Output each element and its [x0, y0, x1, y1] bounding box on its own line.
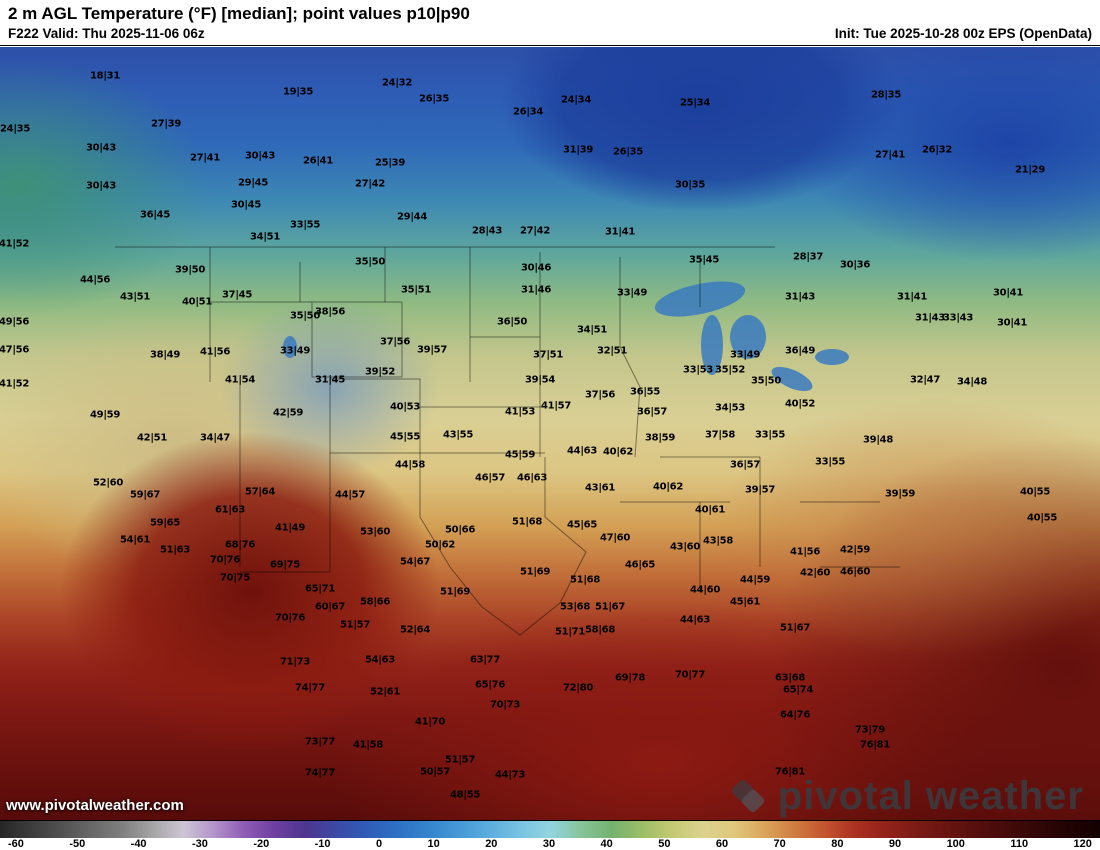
- pivotal-logo-icon: [731, 779, 764, 813]
- brand-watermark: pivotal weather: [728, 776, 1084, 816]
- colorbar-ticks: -60 -50 -40 -30 -20 -10 0 10 20 30 40 50 60 70 80 90 100…: [0, 838, 1100, 850]
- colorbar-tick: -60: [8, 838, 24, 850]
- watermark-url: www.pivotalweather.com: [6, 797, 184, 814]
- colorbar-tick: 110: [1010, 838, 1029, 850]
- header-subrow: F222 Valid: Thu 2025-11-06 06z Init: Tue…: [0, 24, 1100, 43]
- colorbar-tick: 100: [946, 838, 965, 850]
- colorbar-tick: -50: [69, 838, 86, 850]
- colorbar-tick: -20: [253, 838, 270, 850]
- colorbar-tick: 80: [831, 838, 844, 850]
- colorbar-tick: -10: [314, 838, 331, 850]
- colorbar-gradient: [0, 820, 1100, 838]
- colorbar-tick: 30: [542, 838, 556, 850]
- brand-text: pivotal weather: [777, 774, 1084, 818]
- colorbar: -60 -50 -40 -30 -20 -10 0 10 20 30 40 50 60 70 80 90 100…: [0, 820, 1100, 850]
- colorbar-tick: 90: [888, 838, 902, 850]
- temperature-map[interactable]: [0, 47, 1100, 820]
- header: 2 m AGL Temperature (°F) [median]; point…: [0, 0, 1100, 46]
- colorbar-tick: 120: [1073, 838, 1092, 850]
- init-time: Init: Tue 2025-10-28 00z EPS (OpenData): [834, 26, 1092, 41]
- colorbar-tick: 40: [600, 838, 613, 850]
- colorbar-tick: -40: [130, 838, 147, 850]
- lakes: [283, 281, 849, 392]
- colorbar-tick: 70: [773, 838, 786, 850]
- colorbar-tick: 10: [427, 838, 440, 850]
- valid-time: F222 Valid: Thu 2025-11-06 06z: [8, 26, 205, 41]
- colorbar-tick: 0: [375, 838, 383, 850]
- map-title: 2 m AGL Temperature (°F) [median]; point…: [8, 4, 470, 23]
- colorbar-tick: 50: [658, 838, 671, 850]
- colorbar-tick: 60: [715, 838, 729, 850]
- map-graphic: [0, 47, 1100, 820]
- colorbar-tick: 20: [485, 838, 498, 850]
- colorbar-tick: -30: [191, 838, 208, 850]
- state-borders: [115, 246, 900, 636]
